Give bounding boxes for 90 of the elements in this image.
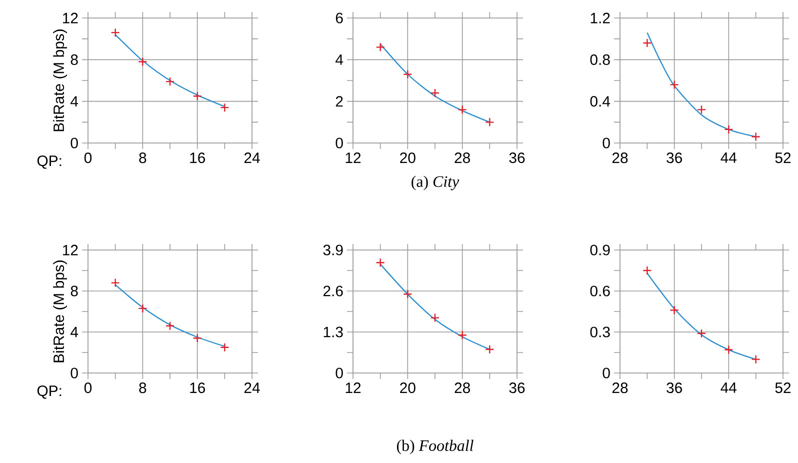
y-tick-label: 2.6 [323, 286, 343, 296]
y-tick-label: 0 [336, 368, 343, 378]
x-tick-label: 44 [720, 382, 737, 393]
line-series [114, 34, 226, 108]
point [724, 345, 734, 354]
y-tick-label: 6 [336, 12, 343, 24]
point [376, 258, 385, 268]
y-tick-label: 2 [336, 96, 343, 107]
point [696, 328, 706, 338]
x-tick-label: 24 [244, 152, 260, 163]
y-tick-label: 0 [70, 138, 78, 148]
line-series [114, 284, 226, 347]
y-tick-label: 0.6 [590, 286, 610, 296]
point [192, 334, 202, 343]
y-axis-title: BitRate (M bps) [53, 30, 68, 132]
text: (b) Football [396, 440, 474, 454]
x-tick-label: 8 [139, 152, 146, 164]
x-tick-label: 36 [666, 382, 682, 394]
x-axis-title: QP: [37, 386, 62, 399]
point [110, 28, 120, 38]
x-tick-label: 52 [775, 382, 791, 394]
x-tick-label: 16 [190, 152, 205, 164]
y-tick-label: 4 [70, 326, 78, 338]
x-tick-label: 20 [400, 382, 416, 394]
y-tick-label: 0.3 [590, 326, 610, 338]
y-tick-label: 8 [70, 54, 78, 65]
line-series [646, 32, 756, 138]
point [724, 124, 734, 134]
x-tick-label: 8 [139, 382, 146, 394]
x-tick-label: 36 [509, 382, 525, 394]
point [192, 92, 202, 101]
y-tick-label: 12 [63, 244, 78, 256]
point [670, 306, 679, 315]
y-tick-label: 1.2 [590, 12, 610, 24]
point [642, 266, 652, 276]
point [696, 105, 706, 114]
point [220, 102, 230, 112]
point [485, 344, 494, 354]
y-tick-label: 0 [70, 368, 78, 378]
text: (a) City [412, 176, 460, 190]
y-tick-label: 8 [70, 286, 78, 296]
x-tick-label: 16 [190, 382, 205, 394]
point [430, 313, 440, 322]
y-axis-title: BitRate (M bps) [53, 260, 68, 362]
point [376, 42, 385, 52]
point [403, 290, 412, 299]
x-tick-label: 0 [84, 382, 92, 394]
y-tick-label: 3.9 [323, 244, 343, 256]
x-tick-label: 36 [509, 152, 525, 164]
y-tick-label: 0.8 [590, 54, 610, 65]
y-tick-label: 4 [336, 54, 344, 65]
point [751, 354, 760, 364]
x-tick-label: 44 [720, 152, 737, 163]
point [430, 88, 440, 98]
line-series [380, 43, 490, 123]
y-tick-label: 0 [336, 138, 343, 148]
y-tick-label: 0.4 [590, 96, 610, 107]
x-tick-label: 20 [400, 152, 416, 164]
x-tick-label: 28 [612, 382, 628, 394]
x-tick-label: 12 [346, 382, 361, 393]
point [458, 105, 467, 114]
y-tick-label: 12 [63, 12, 78, 24]
point [165, 76, 175, 86]
point [458, 330, 467, 340]
x-axis-title: QP: [37, 156, 62, 169]
y-tick-label: 0 [602, 138, 610, 148]
line-series [646, 272, 756, 360]
line-series [380, 264, 490, 350]
y-tick-label: 4 [70, 96, 78, 106]
point [110, 278, 120, 288]
x-tick-label: 36 [666, 152, 682, 164]
point [165, 321, 175, 330]
x-tick-label: 28 [612, 152, 628, 164]
y-tick-label: 0.9 [590, 244, 610, 256]
point [642, 38, 652, 48]
x-tick-label: 0 [84, 152, 92, 164]
point [138, 57, 148, 66]
point [670, 80, 679, 90]
x-tick-label: 28 [454, 152, 470, 164]
x-tick-label: 52 [775, 152, 791, 164]
point [751, 132, 760, 142]
point [485, 118, 494, 127]
x-tick-label: 28 [454, 382, 470, 394]
x-tick-label: 12 [346, 152, 361, 163]
y-tick-label: 1.3 [324, 326, 343, 338]
point [220, 342, 230, 352]
point [138, 304, 148, 314]
point [403, 70, 412, 79]
x-tick-label: 24 [244, 382, 260, 393]
y-tick-label: 0 [602, 368, 610, 378]
